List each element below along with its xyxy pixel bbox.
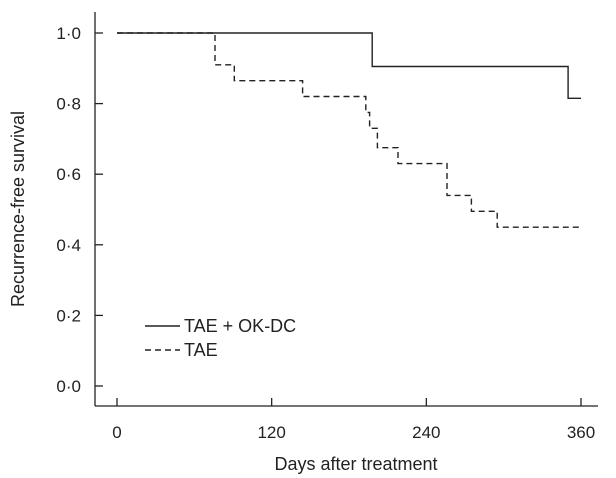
y-tick-label: 0·4 (56, 236, 81, 255)
x-tick-label: 360 (567, 423, 595, 442)
x-ticks: 0 120 240 360 (112, 398, 595, 442)
y-tick-label: 0·8 (56, 95, 81, 114)
x-tick-label: 240 (412, 423, 440, 442)
series (117, 32, 581, 228)
series-line-dashed (117, 32, 581, 228)
y-axis-title: Recurrence-free survival (8, 111, 28, 307)
legend-label: TAE (184, 340, 218, 360)
legend: TAE + OK-DC TAE (145, 316, 296, 360)
x-axis-title: Days after treatment (274, 454, 437, 474)
y-ticks: 0·0 0·2 0·4 0·6 0·8 1·0 (56, 24, 103, 396)
legend-label: TAE + OK-DC (184, 316, 296, 336)
x-tick-label: 0 (112, 423, 121, 442)
axes (94, 12, 598, 407)
y-tick-label: 0·6 (56, 165, 81, 184)
x-tick-label: 120 (257, 423, 285, 442)
series-line-solid (117, 32, 581, 100)
y-tick-label: 0·0 (56, 377, 81, 396)
y-tick-label: 0·2 (56, 306, 81, 325)
y-tick-label: 1·0 (56, 24, 81, 43)
